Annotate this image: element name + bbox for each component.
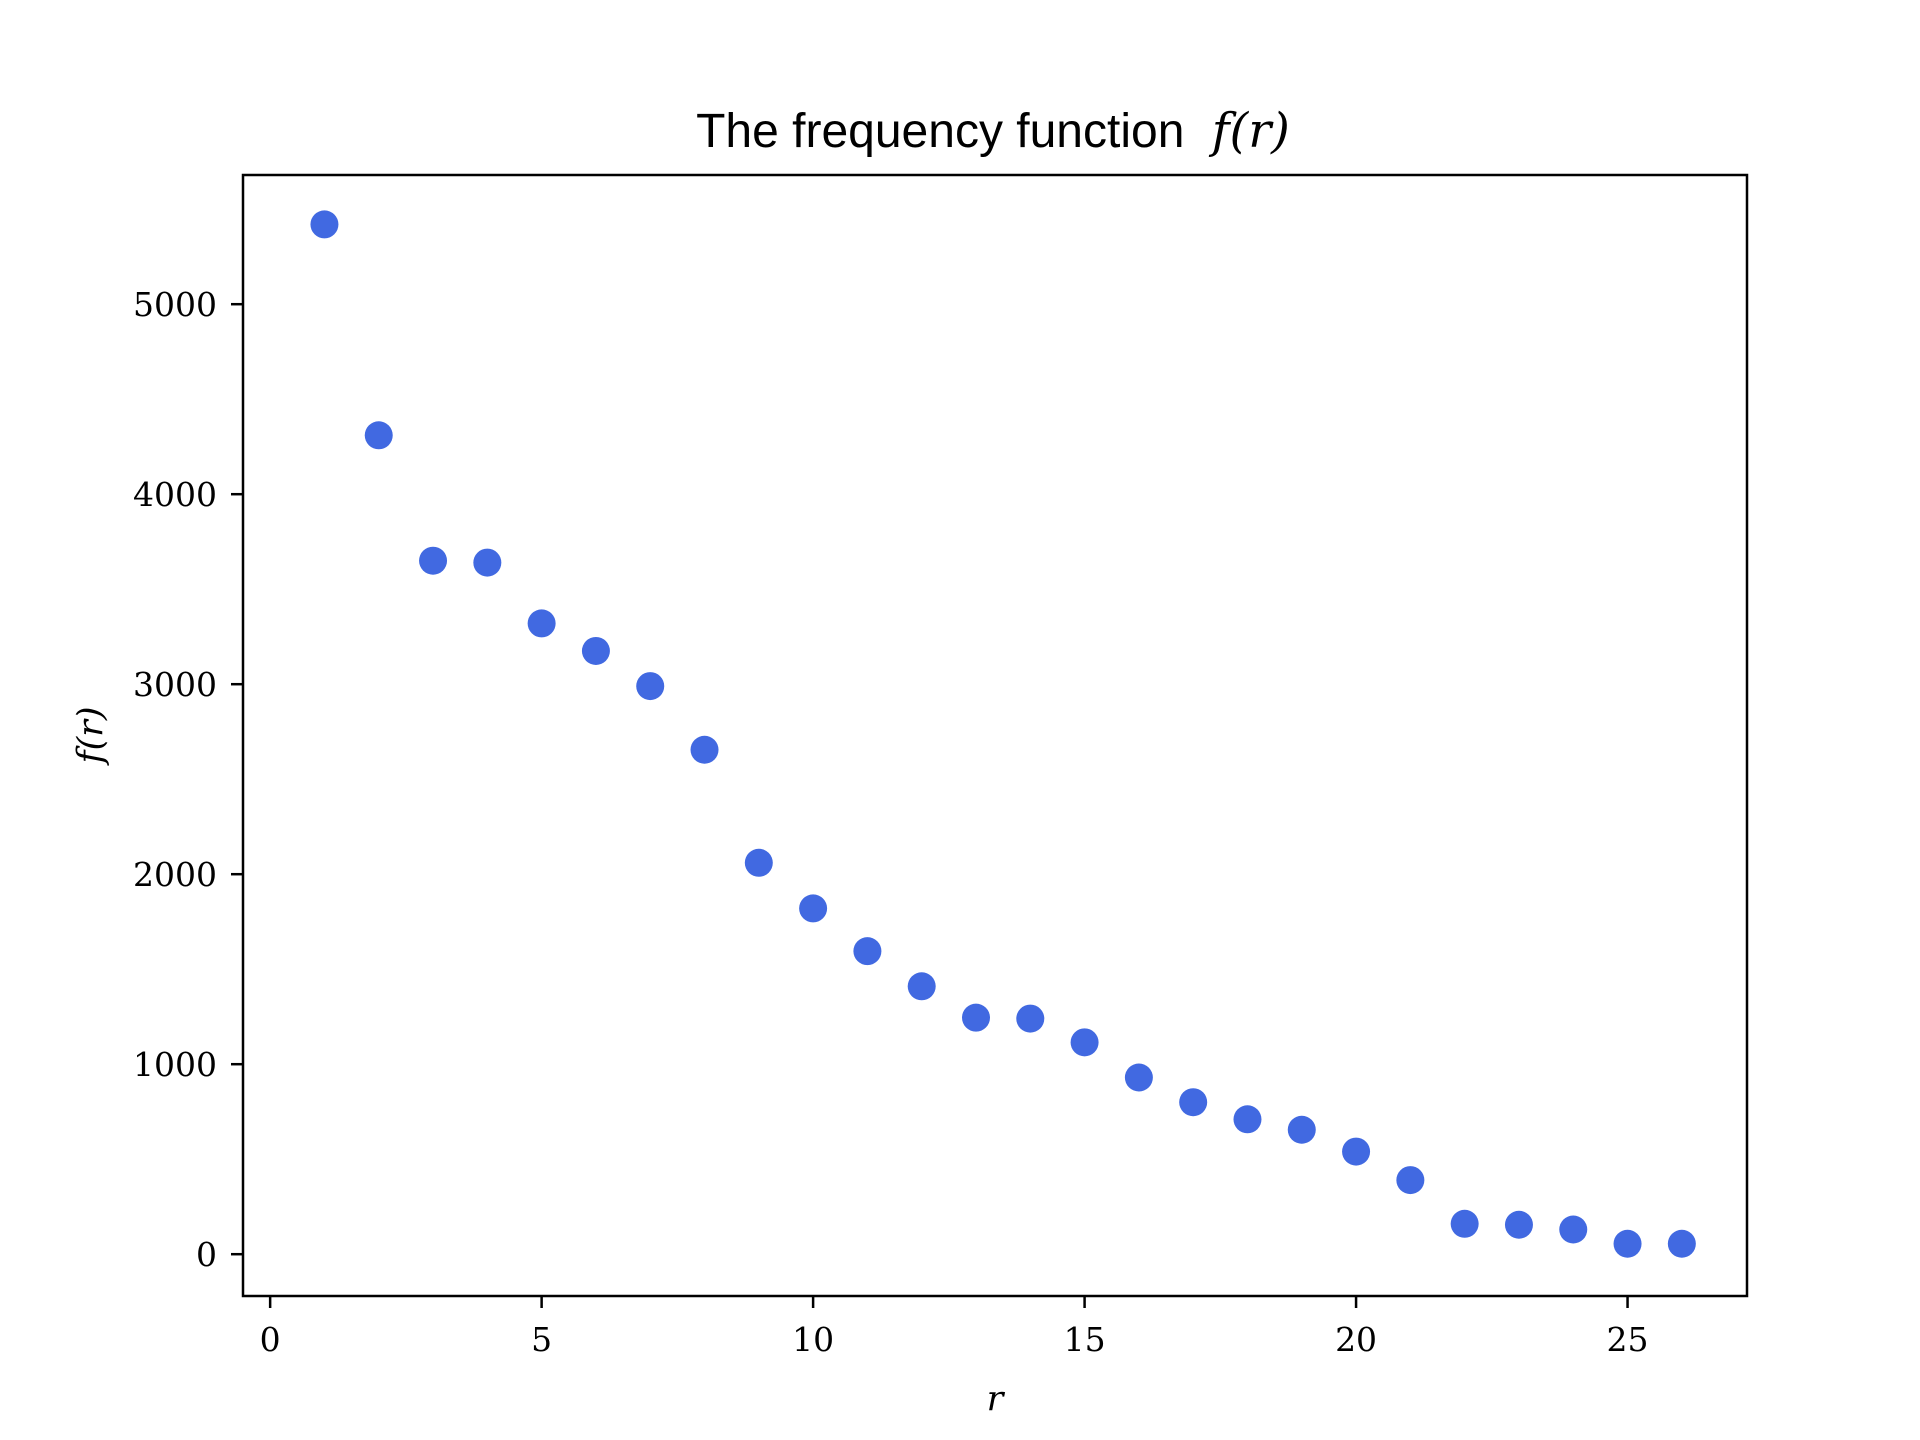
data-point	[1179, 1088, 1208, 1117]
data-points-group	[310, 210, 1696, 1258]
x-tick-label: 5	[531, 1320, 552, 1359]
data-point	[853, 937, 882, 966]
y-tick-label: 3000	[133, 665, 217, 704]
x-axis-ticks: 0 5 10 15 20 25	[260, 1296, 1649, 1359]
data-point	[799, 894, 828, 923]
y-axis-ticks: 0 1000 2000 3000 4000 5000	[133, 285, 243, 1274]
x-tick-label: 15	[1064, 1320, 1106, 1359]
y-tick-label: 5000	[133, 285, 217, 324]
data-point	[1613, 1229, 1642, 1258]
x-axis-label: r	[987, 1379, 1006, 1419]
y-tick-label: 2000	[133, 855, 217, 894]
data-point	[1124, 1063, 1153, 1092]
data-point	[744, 848, 773, 877]
data-point	[636, 672, 665, 701]
data-point	[1233, 1105, 1262, 1134]
data-point	[1450, 1209, 1479, 1238]
plot-frame	[241, 173, 1749, 1298]
data-point	[1504, 1210, 1533, 1239]
data-point	[473, 548, 502, 577]
y-tick-label: 4000	[133, 475, 217, 514]
y-tick-label: 1000	[133, 1045, 217, 1084]
data-point	[1559, 1215, 1588, 1244]
data-point	[527, 609, 556, 638]
data-point	[1342, 1137, 1371, 1166]
x-tick-label: 0	[260, 1320, 281, 1359]
data-point	[690, 735, 719, 764]
data-point	[907, 972, 936, 1001]
data-point	[310, 210, 339, 239]
x-tick-label: 20	[1335, 1320, 1377, 1359]
chart-title-math: f(r)	[1209, 103, 1290, 159]
data-point	[1070, 1028, 1099, 1057]
y-axis-label: f(r)	[71, 707, 111, 767]
y-tick-label: 0	[196, 1235, 217, 1274]
data-point	[1287, 1115, 1316, 1144]
data-point	[581, 636, 610, 665]
x-tick-label: 10	[792, 1320, 834, 1359]
data-point	[962, 1003, 990, 1032]
data-point	[419, 546, 448, 575]
data-point	[1396, 1166, 1425, 1195]
chart-title-text: The frequency function	[696, 105, 1184, 158]
data-point	[364, 421, 393, 450]
x-tick-label: 25	[1607, 1320, 1649, 1359]
chart-title: The frequency function f(r)	[696, 103, 1290, 159]
data-point	[1016, 1004, 1045, 1033]
data-point	[1667, 1229, 1696, 1258]
